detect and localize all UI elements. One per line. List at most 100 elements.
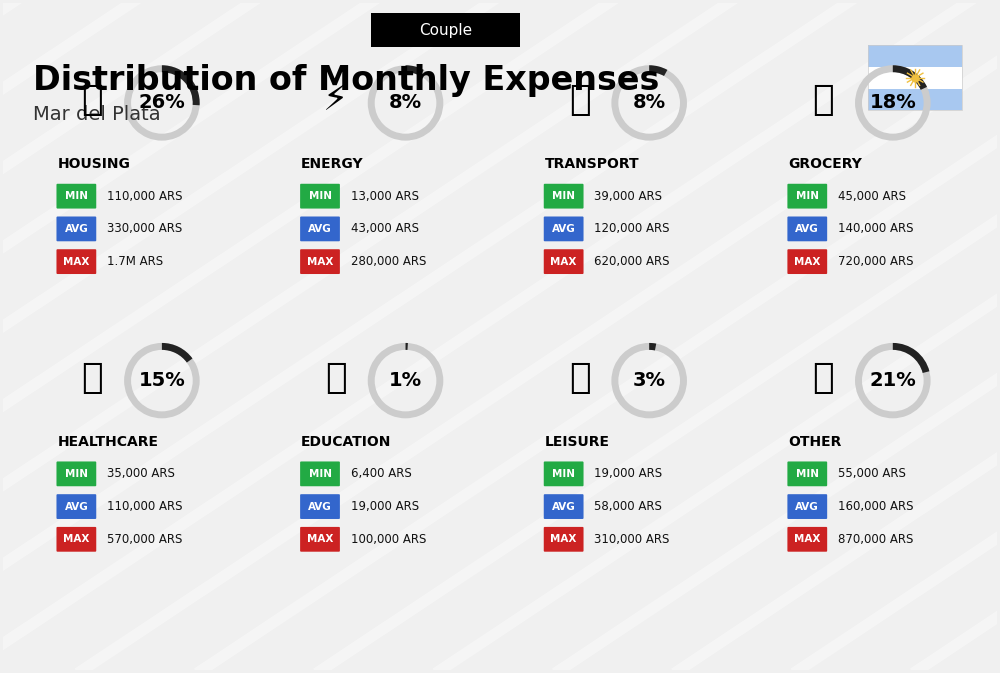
FancyBboxPatch shape bbox=[868, 45, 962, 67]
Text: ENERGY: ENERGY bbox=[301, 157, 364, 172]
Text: MAX: MAX bbox=[63, 534, 90, 544]
Text: MIN: MIN bbox=[65, 469, 88, 479]
Text: 8%: 8% bbox=[389, 94, 422, 112]
FancyBboxPatch shape bbox=[544, 249, 584, 274]
Text: 58,000 ARS: 58,000 ARS bbox=[594, 500, 662, 513]
Text: AVG: AVG bbox=[552, 224, 576, 234]
FancyBboxPatch shape bbox=[544, 217, 584, 242]
Text: 8%: 8% bbox=[633, 94, 666, 112]
FancyBboxPatch shape bbox=[544, 527, 584, 552]
FancyBboxPatch shape bbox=[56, 184, 96, 209]
Text: MAX: MAX bbox=[550, 256, 577, 267]
Wedge shape bbox=[611, 343, 687, 419]
FancyBboxPatch shape bbox=[371, 13, 520, 47]
Text: MAX: MAX bbox=[307, 256, 333, 267]
Text: 🚌: 🚌 bbox=[569, 83, 590, 117]
Text: ⚡: ⚡ bbox=[323, 83, 349, 117]
Text: MAX: MAX bbox=[794, 256, 820, 267]
FancyBboxPatch shape bbox=[56, 527, 96, 552]
Text: 310,000 ARS: 310,000 ARS bbox=[594, 533, 670, 546]
FancyBboxPatch shape bbox=[544, 494, 584, 519]
Text: 👛: 👛 bbox=[812, 361, 834, 394]
Text: LEISURE: LEISURE bbox=[545, 435, 610, 449]
Text: AVG: AVG bbox=[64, 501, 88, 511]
FancyBboxPatch shape bbox=[787, 184, 827, 209]
Text: HOUSING: HOUSING bbox=[57, 157, 130, 172]
Text: 35,000 ARS: 35,000 ARS bbox=[107, 467, 175, 481]
Text: 💊: 💊 bbox=[81, 361, 103, 394]
Text: MIN: MIN bbox=[309, 191, 332, 201]
Text: 39,000 ARS: 39,000 ARS bbox=[594, 190, 662, 203]
FancyBboxPatch shape bbox=[787, 527, 827, 552]
Text: OTHER: OTHER bbox=[788, 435, 842, 449]
Wedge shape bbox=[124, 343, 200, 419]
FancyBboxPatch shape bbox=[56, 249, 96, 274]
Text: 43,000 ARS: 43,000 ARS bbox=[351, 222, 419, 236]
Text: 🛒: 🛒 bbox=[812, 83, 834, 117]
Text: 110,000 ARS: 110,000 ARS bbox=[107, 500, 183, 513]
Text: 55,000 ARS: 55,000 ARS bbox=[838, 467, 906, 481]
Text: MIN: MIN bbox=[796, 191, 819, 201]
Text: 120,000 ARS: 120,000 ARS bbox=[594, 222, 670, 236]
Wedge shape bbox=[893, 65, 927, 90]
Wedge shape bbox=[649, 343, 656, 351]
Text: 3%: 3% bbox=[633, 371, 666, 390]
Wedge shape bbox=[649, 65, 667, 76]
Text: 21%: 21% bbox=[869, 371, 916, 390]
Text: AVG: AVG bbox=[795, 224, 819, 234]
Text: 19,000 ARS: 19,000 ARS bbox=[351, 500, 419, 513]
FancyBboxPatch shape bbox=[300, 249, 340, 274]
Text: 6,400 ARS: 6,400 ARS bbox=[351, 467, 412, 481]
FancyBboxPatch shape bbox=[787, 462, 827, 487]
FancyBboxPatch shape bbox=[868, 67, 962, 89]
FancyBboxPatch shape bbox=[868, 88, 962, 110]
FancyBboxPatch shape bbox=[300, 494, 340, 519]
Text: 1.7M ARS: 1.7M ARS bbox=[107, 255, 163, 268]
Wedge shape bbox=[162, 65, 200, 105]
Wedge shape bbox=[162, 343, 192, 363]
FancyBboxPatch shape bbox=[56, 462, 96, 487]
Text: 160,000 ARS: 160,000 ARS bbox=[838, 500, 914, 513]
Wedge shape bbox=[124, 65, 200, 141]
Text: 1%: 1% bbox=[389, 371, 422, 390]
FancyBboxPatch shape bbox=[300, 184, 340, 209]
Wedge shape bbox=[368, 343, 443, 419]
Text: 100,000 ARS: 100,000 ARS bbox=[351, 533, 426, 546]
Text: MIN: MIN bbox=[552, 469, 575, 479]
Text: 13,000 ARS: 13,000 ARS bbox=[351, 190, 419, 203]
Text: MIN: MIN bbox=[309, 469, 332, 479]
Text: MAX: MAX bbox=[307, 534, 333, 544]
Text: Mar del Plata: Mar del Plata bbox=[33, 106, 160, 125]
FancyBboxPatch shape bbox=[300, 462, 340, 487]
Text: MAX: MAX bbox=[550, 534, 577, 544]
Text: 45,000 ARS: 45,000 ARS bbox=[838, 190, 906, 203]
FancyBboxPatch shape bbox=[787, 494, 827, 519]
Text: 15%: 15% bbox=[139, 371, 185, 390]
Text: 18%: 18% bbox=[869, 94, 916, 112]
Text: TRANSPORT: TRANSPORT bbox=[545, 157, 639, 172]
Text: MAX: MAX bbox=[63, 256, 90, 267]
Text: 19,000 ARS: 19,000 ARS bbox=[594, 467, 663, 481]
Text: Couple: Couple bbox=[419, 23, 472, 38]
Text: EDUCATION: EDUCATION bbox=[301, 435, 391, 449]
Text: MAX: MAX bbox=[794, 534, 820, 544]
Text: 570,000 ARS: 570,000 ARS bbox=[107, 533, 183, 546]
FancyBboxPatch shape bbox=[868, 67, 962, 88]
Text: MIN: MIN bbox=[796, 469, 819, 479]
Text: 110,000 ARS: 110,000 ARS bbox=[107, 190, 183, 203]
Text: 🛍: 🛍 bbox=[569, 361, 590, 394]
FancyBboxPatch shape bbox=[544, 462, 584, 487]
Text: 330,000 ARS: 330,000 ARS bbox=[107, 222, 182, 236]
Wedge shape bbox=[406, 65, 424, 76]
FancyBboxPatch shape bbox=[868, 89, 962, 110]
Wedge shape bbox=[855, 343, 931, 419]
Text: 720,000 ARS: 720,000 ARS bbox=[838, 255, 914, 268]
Text: AVG: AVG bbox=[308, 224, 332, 234]
FancyBboxPatch shape bbox=[787, 217, 827, 242]
Text: MIN: MIN bbox=[65, 191, 88, 201]
Wedge shape bbox=[368, 65, 443, 141]
FancyBboxPatch shape bbox=[300, 217, 340, 242]
FancyBboxPatch shape bbox=[544, 184, 584, 209]
Text: MIN: MIN bbox=[552, 191, 575, 201]
Wedge shape bbox=[855, 65, 931, 141]
